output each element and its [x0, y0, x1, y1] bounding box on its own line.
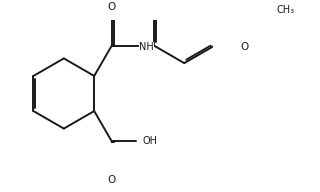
Text: CH₃: CH₃: [277, 6, 295, 16]
Text: O: O: [240, 42, 249, 52]
Text: NH: NH: [140, 42, 154, 52]
Text: OH: OH: [143, 137, 158, 146]
Text: O: O: [108, 2, 116, 12]
Text: O: O: [108, 175, 116, 185]
